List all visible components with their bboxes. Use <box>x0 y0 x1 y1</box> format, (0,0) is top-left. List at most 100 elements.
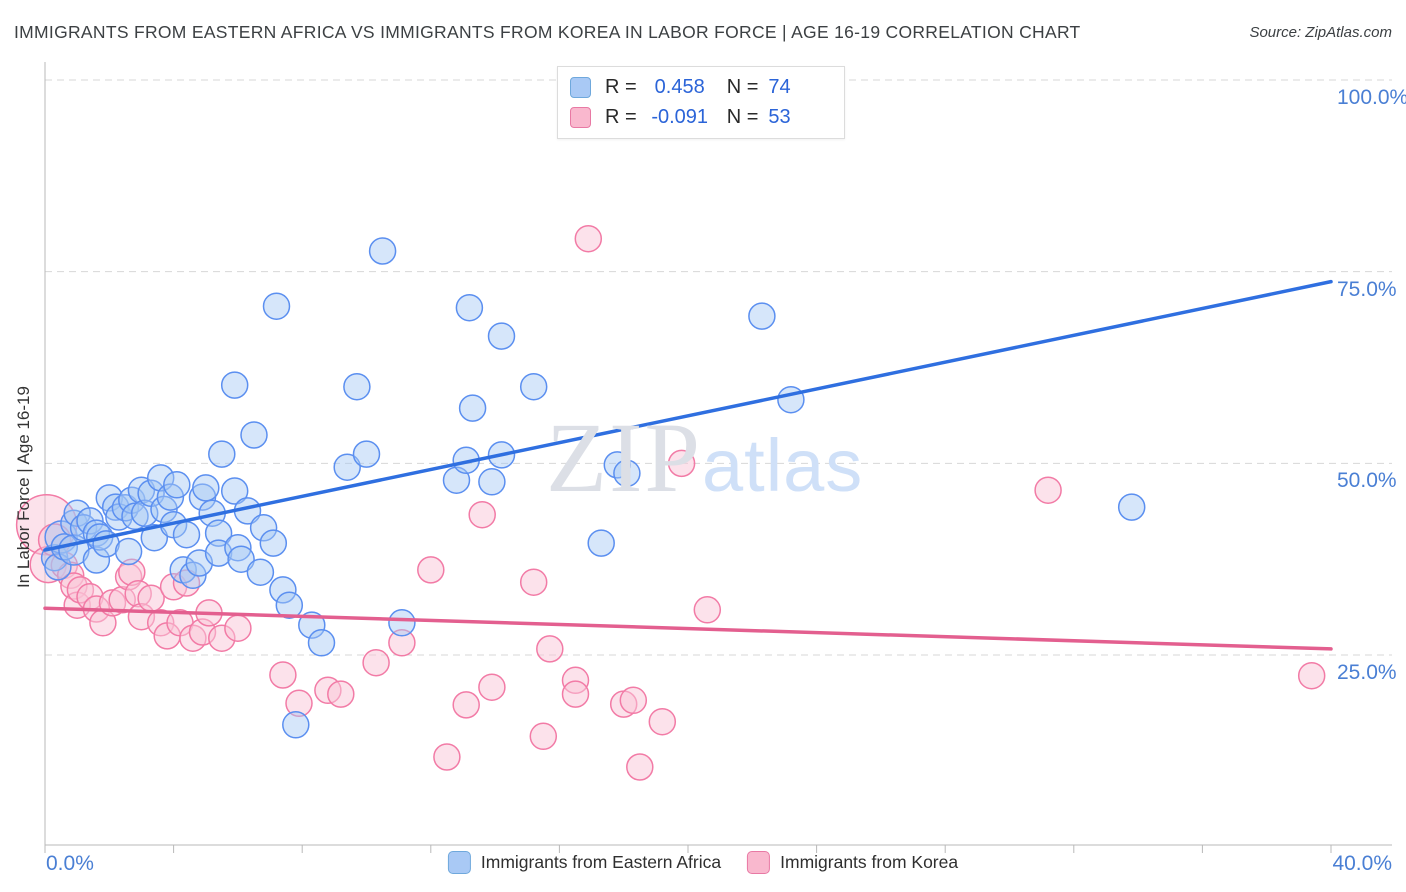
n-value: 74 <box>768 76 791 98</box>
korea-data-point <box>468 500 496 529</box>
legend-row-eastern-africa: R = 0.458 N = 74 <box>570 76 832 99</box>
eastern-africa-data-point <box>121 502 149 531</box>
source-label: Source: ZipAtlas.com <box>1249 24 1392 41</box>
eastern-africa-data-point <box>282 711 310 739</box>
eastern-africa-data-point <box>63 499 91 527</box>
eastern-africa-data-point <box>262 292 291 320</box>
blue-series-swatch <box>447 851 471 874</box>
korea-trend-line <box>43 606 1333 651</box>
eastern-africa-data-point <box>172 520 201 549</box>
eastern-africa-data-point <box>613 459 641 488</box>
legend-item-label: Immigrants from Eastern Africa <box>480 852 722 872</box>
eastern-africa-data-point <box>224 533 252 562</box>
correlation-legend-box: R = 0.458 N = 74 R = -0.091 N = 53 <box>557 66 845 139</box>
n-label: N = <box>726 106 759 128</box>
eastern-africa-data-point <box>487 322 516 350</box>
korea-data-point <box>224 614 252 642</box>
korea-data-point <box>693 596 722 624</box>
eastern-africa-data-point <box>208 440 236 468</box>
korea-data-point <box>1297 661 1326 690</box>
korea-data-point <box>388 629 416 657</box>
eastern-africa-data-point <box>240 421 268 449</box>
eastern-africa-data-point <box>307 629 336 657</box>
eastern-africa-data-point <box>269 576 297 604</box>
chart-title: IMMIGRANTS FROM EASTERN AFRICA VS IMMIGR… <box>14 22 1081 42</box>
korea-data-point <box>327 680 355 708</box>
korea-data-point <box>561 680 590 708</box>
eastern-africa-data-point <box>220 477 249 505</box>
korea-data-point <box>1034 476 1062 504</box>
r-value: 0.458 <box>654 76 705 98</box>
n-value: 53 <box>768 106 791 128</box>
eastern-africa-data-point <box>455 293 484 322</box>
korea-data-point <box>626 753 654 781</box>
eastern-africa-data-point <box>259 529 288 557</box>
eastern-africa-data-point <box>163 471 191 499</box>
y-axis-tick-label: 75.0% <box>1337 277 1397 301</box>
eastern-africa-data-point <box>333 453 361 481</box>
r-label: R = <box>605 76 637 98</box>
eastern-africa-data-point <box>179 561 207 590</box>
eastern-africa-data-point <box>114 537 143 566</box>
eastern-africa-data-point <box>156 483 185 511</box>
eastern-africa-data-point <box>1117 493 1146 521</box>
eastern-africa-data-point <box>204 519 233 547</box>
blue-series-swatch <box>570 77 591 98</box>
eastern-africa-data-point <box>275 591 304 619</box>
korea-data-point <box>285 689 313 718</box>
pink-series-swatch <box>570 107 591 128</box>
eastern-africa-data-point <box>458 394 487 422</box>
eastern-africa-data-point <box>368 237 397 265</box>
r-label: R = <box>605 106 637 128</box>
eastern-africa-trend-line <box>43 279 1333 552</box>
korea-data-point <box>478 673 506 701</box>
y-axis-title: In Labor Force | Age 16-19 <box>14 386 33 588</box>
y-axis-tick-label: 50.0% <box>1337 469 1397 493</box>
korea-data-point <box>648 707 677 736</box>
y-axis-tick-label: 100.0% <box>1337 86 1406 109</box>
korea-data-point <box>417 556 445 584</box>
korea-data-point <box>452 691 480 719</box>
eastern-africa-data-point <box>748 302 776 330</box>
korea-data-point <box>619 686 648 715</box>
korea-data-point <box>269 661 297 689</box>
legend-item-eastern-africa: Immigrants from Eastern Africa <box>447 851 722 874</box>
legend-item-label: Immigrants from Korea <box>780 852 959 872</box>
eastern-africa-data-point <box>343 372 371 401</box>
x-axis-max-label: 40.0% <box>1332 852 1392 875</box>
eastern-africa-data-point <box>220 371 249 399</box>
korea-data-point <box>519 568 548 596</box>
eastern-africa-data-point <box>249 514 278 542</box>
korea-data-point <box>433 743 461 771</box>
eastern-africa-data-point <box>76 507 104 535</box>
korea-data-point <box>529 722 558 751</box>
eastern-africa-data-point <box>140 523 169 552</box>
eastern-africa-data-point <box>442 466 471 494</box>
eastern-africa-data-point <box>587 529 615 557</box>
eastern-africa-data-point <box>352 440 381 468</box>
y-axis-tick-label: 25.0% <box>1337 661 1397 685</box>
eastern-africa-data-point <box>388 609 416 637</box>
eastern-africa-data-point <box>227 545 255 573</box>
pink-series-swatch <box>747 851 771 874</box>
eastern-africa-data-point <box>150 495 178 524</box>
x-axis-min-label: 0.0% <box>46 852 94 875</box>
eastern-africa-data-point <box>192 474 220 502</box>
series-legend: Immigrants from Eastern Africa Immigrant… <box>447 851 958 874</box>
eastern-africa-data-point <box>127 476 156 504</box>
legend-row-korea: R = -0.091 N = 53 <box>570 106 832 129</box>
korea-data-point <box>362 648 390 677</box>
eastern-africa-data-point <box>519 372 548 401</box>
korea-data-point <box>536 635 564 663</box>
eastern-africa-data-point <box>478 468 506 496</box>
korea-data-point <box>574 224 603 253</box>
eastern-africa-data-point <box>246 558 275 586</box>
eastern-africa-data-point <box>82 546 111 574</box>
n-label: N = <box>726 76 759 98</box>
eastern-africa-data-point <box>777 385 805 414</box>
r-value: -0.091 <box>651 106 709 128</box>
korea-data-point <box>667 449 696 478</box>
legend-item-korea: Immigrants from Korea <box>747 851 958 874</box>
